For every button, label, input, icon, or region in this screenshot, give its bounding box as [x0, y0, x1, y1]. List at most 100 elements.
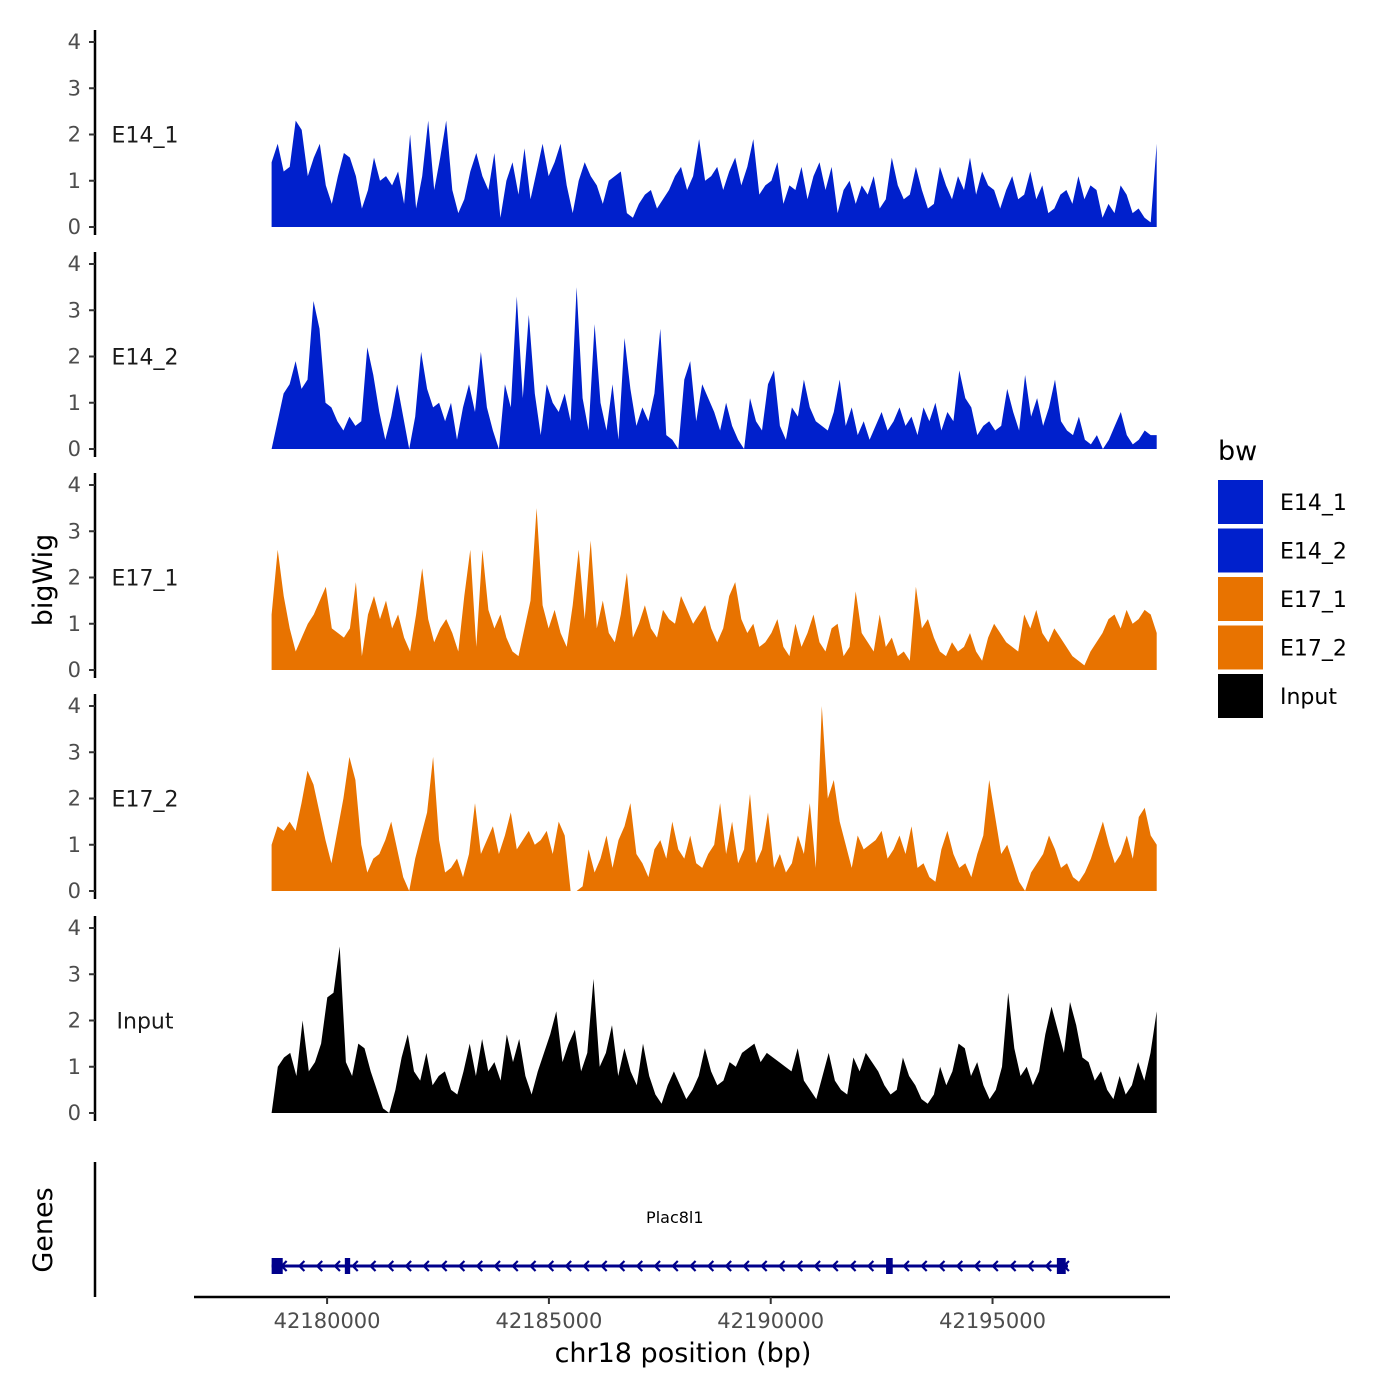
y-tick-label: 2 — [68, 345, 81, 369]
y-tick-label: 3 — [68, 298, 81, 322]
track-E17_1: 0 1 2 3 4 E17_1 — [68, 473, 1157, 682]
signal-area-E14_1 — [271, 120, 1157, 227]
strand-arrow — [671, 1260, 679, 1272]
exon — [886, 1258, 893, 1274]
exon — [1056, 1258, 1066, 1274]
y-tick-label: 2 — [68, 787, 81, 811]
y-tick-label: 4 — [68, 916, 81, 940]
strand-arrow — [457, 1260, 466, 1272]
strand-arrow — [902, 1260, 910, 1272]
signal-area-E17_1 — [271, 508, 1157, 670]
strand-arrow — [1026, 1260, 1035, 1272]
y-tick-label: 0 — [68, 437, 81, 461]
strand-arrow — [315, 1260, 323, 1272]
x-tick-label: 42195000 — [939, 1309, 1046, 1333]
signal-area-E17_2 — [271, 706, 1157, 891]
strand-arrow — [333, 1260, 341, 1272]
y-tick-label: 1 — [68, 833, 81, 857]
strand-arrow — [529, 1260, 537, 1272]
strand-arrow — [920, 1260, 928, 1272]
track-label: E17_1 — [112, 567, 179, 592]
strand-arrow — [297, 1260, 306, 1272]
strand-arrow — [386, 1260, 395, 1272]
strand-arrow — [1044, 1260, 1052, 1272]
track-Input: 0 1 2 3 4 Input — [68, 916, 1157, 1125]
legend-swatch-E17_2 — [1218, 625, 1263, 670]
strand-arrow — [440, 1260, 448, 1272]
track-label: Input — [117, 1010, 174, 1035]
strand-arrow — [831, 1260, 839, 1272]
strand-arrow — [600, 1260, 608, 1272]
x-tick-label: 42180000 — [274, 1309, 381, 1333]
legend-label-E17_2: E17_2 — [1280, 637, 1347, 662]
y-tick-label: 2 — [68, 1009, 81, 1033]
y-tick-label: 0 — [68, 658, 81, 682]
strand-arrow — [475, 1260, 483, 1272]
strand-arrow — [866, 1260, 875, 1272]
strand-arrow — [955, 1260, 964, 1272]
strand-arrow — [777, 1260, 786, 1272]
strand-arrow — [582, 1260, 590, 1272]
gene-track: Plac8l1 — [271, 1208, 1070, 1274]
strand-arrow — [849, 1260, 857, 1272]
strand-arrow — [422, 1260, 430, 1272]
track-label: E17_2 — [112, 788, 179, 813]
legend-swatch-E14_1 — [1218, 480, 1263, 524]
y-tick-label: 1 — [68, 391, 81, 415]
legend-swatch-E14_2 — [1218, 528, 1263, 573]
strand-arrow — [351, 1260, 359, 1272]
y-tick-label: 4 — [68, 30, 81, 54]
strand-arrow — [404, 1260, 412, 1272]
strand-arrow — [368, 1260, 377, 1272]
strand-arrow — [813, 1260, 821, 1272]
x-axis-title: chr18 position (bp) — [555, 1338, 812, 1369]
legend-label-E17_1: E17_1 — [1280, 588, 1347, 613]
y-tick-label: 1 — [68, 169, 81, 193]
x-axis: 42180000 42185000 42190000 42195000 — [194, 1295, 1170, 1333]
legend: bw E14_1 E14_2 E17_1 E17_2 Input — [1218, 436, 1347, 718]
y-axis-title: bigWig — [28, 534, 59, 627]
track-E14_2: 0 1 2 3 4 E14_2 — [68, 252, 1157, 461]
strand-arrow — [937, 1260, 946, 1272]
track-E17_2: 0 1 2 3 4 E17_2 — [68, 694, 1157, 903]
strand-arrow — [546, 1260, 555, 1272]
strand-arrow — [653, 1260, 661, 1272]
legend-label-Input: Input — [1280, 685, 1337, 710]
signal-area-Input — [271, 946, 1157, 1113]
exon — [344, 1258, 351, 1274]
y-tick-label: 4 — [68, 252, 81, 276]
y-tick-label: 2 — [68, 566, 81, 590]
strand-arrow — [493, 1260, 501, 1272]
legend-title: bw — [1218, 436, 1257, 467]
y-tick-label: 2 — [68, 123, 81, 147]
legend-swatch-Input — [1218, 674, 1263, 718]
legend-label-E14_2: E14_2 — [1280, 540, 1347, 565]
strand-arrow — [1009, 1260, 1017, 1272]
genes-axis-title: Genes — [28, 1187, 59, 1272]
y-tick-label: 1 — [68, 612, 81, 636]
signal-area-E14_2 — [271, 287, 1157, 449]
strand-arrow — [617, 1260, 626, 1272]
y-tick-label: 0 — [68, 1101, 81, 1125]
strand-arrow — [795, 1260, 804, 1272]
strand-arrow — [511, 1260, 519, 1272]
y-tick-label: 3 — [68, 519, 81, 543]
strand-arrow — [689, 1260, 697, 1272]
exon — [271, 1258, 283, 1274]
legend-label-E14_1: E14_1 — [1280, 491, 1347, 516]
x-tick-label: 42185000 — [495, 1309, 602, 1333]
gene-name: Plac8l1 — [646, 1208, 704, 1227]
y-tick-label: 3 — [68, 76, 81, 100]
strand-arrow — [742, 1260, 750, 1272]
strand-arrow — [760, 1260, 768, 1272]
y-tick-label: 0 — [68, 215, 81, 239]
strand-arrow — [991, 1260, 999, 1272]
tracks-group: 0 1 2 3 4 E14_1 0 1 2 3 4 E14_2 0 1 2 3 4 E17_1 0 1 2 3 4 E17_2… — [68, 30, 1157, 1125]
y-tick-label: 3 — [68, 962, 81, 986]
y-tick-label: 0 — [68, 879, 81, 903]
y-tick-label: 4 — [68, 473, 81, 497]
track-label: E14_2 — [112, 346, 179, 371]
strand-arrow — [635, 1260, 644, 1272]
track-label: E14_1 — [112, 124, 179, 149]
